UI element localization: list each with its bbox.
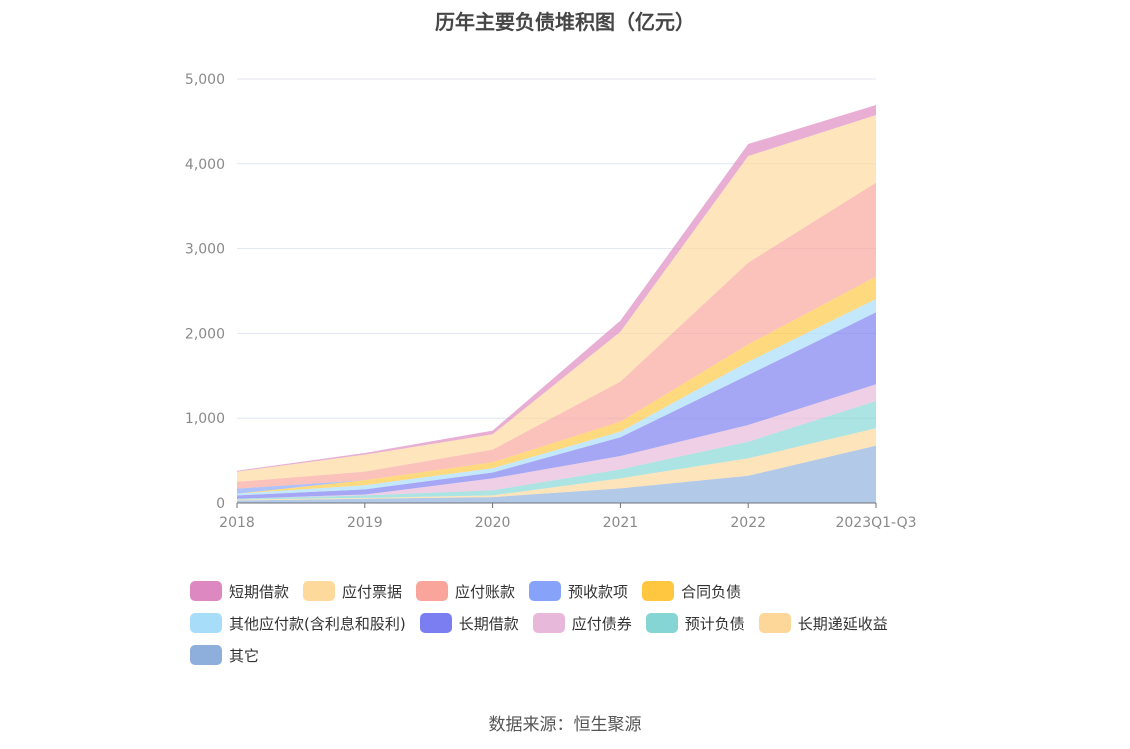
legend-swatch <box>190 613 222 633</box>
legend-label: 合同负债 <box>681 582 742 601</box>
area-预计负债 <box>237 400 876 500</box>
legend-swatch <box>416 581 449 601</box>
legend-swatch <box>532 613 565 633</box>
legend-item[interactable]: 应付票据 <box>303 580 402 602</box>
legend-item[interactable]: 短期借款 <box>190 580 289 602</box>
legend-item[interactable]: 应付账款 <box>416 580 515 602</box>
x-tick-label: 2019 <box>347 515 383 531</box>
area-其它 <box>237 445 876 503</box>
legend-item[interactable]: 应付债券 <box>532 612 632 634</box>
y-tick-label: 2,000 <box>185 326 225 342</box>
legend-label: 其它 <box>229 646 260 665</box>
legend-item[interactable]: 长期借款 <box>419 612 519 634</box>
legend-label: 预计负债 <box>684 614 745 633</box>
area-长期递延收益 <box>237 428 876 501</box>
legend-item[interactable]: 其它 <box>190 644 259 666</box>
legend-label: 其他应付款(含利息和股利) <box>229 614 406 633</box>
legend-swatch <box>529 581 562 601</box>
y-tick-label: 0 <box>216 496 225 512</box>
legend-label: 应付债券 <box>571 614 632 633</box>
area-应付票据 <box>237 115 876 482</box>
legend-label: 应付票据 <box>342 582 403 601</box>
data-source: 数据来源：恒生聚源 <box>488 715 642 735</box>
legend-label: 预收款项 <box>568 582 629 601</box>
area-短期借款 <box>237 105 876 472</box>
legend-swatch <box>303 581 336 601</box>
x-tick-label: 2020 <box>475 515 511 531</box>
legend-item[interactable]: 长期递延收益 <box>758 612 888 634</box>
x-tick-label: 2022 <box>730 515 766 531</box>
y-tick-label: 1,000 <box>185 411 225 427</box>
legend-swatch <box>190 645 222 665</box>
area-应付债券 <box>237 384 876 499</box>
plot-area: 0 1,000 2,000 3,000 4,000 5,000 2018 2019 2020 20… <box>185 72 917 531</box>
legend-swatch <box>190 581 222 601</box>
legend-item[interactable]: 预收款项 <box>529 580 628 602</box>
legend-swatch <box>758 613 791 633</box>
legend-item[interactable]: 预计负债 <box>645 612 745 634</box>
legend-label: 长期借款 <box>458 614 519 633</box>
x-tick-label: 2018 <box>219 515 255 531</box>
legend-item[interactable]: 其他应付款(含利息和股利) <box>190 612 406 634</box>
y-tick-label: 4,000 <box>185 157 225 173</box>
x-tick-label: 2021 <box>603 515 639 531</box>
legend-label: 应付账款 <box>455 582 516 601</box>
area-应付账款 <box>237 182 876 489</box>
legend-label: 短期借款 <box>229 582 290 601</box>
legend-swatch <box>419 613 452 633</box>
legend-item[interactable]: 合同负债 <box>642 580 741 602</box>
y-tick-label: 5,000 <box>185 72 225 88</box>
x-tick-label: 2023Q1-Q3 <box>835 515 916 531</box>
y-tick-label: 3,000 <box>185 242 225 258</box>
legend: 短期借款 应付票据 应付账款 预收款项 合同负债其他应付款(含利息和股利) 长期借款 应付债… <box>190 580 950 666</box>
legend-swatch <box>642 581 675 601</box>
chart-title: 历年主要负债堆积图（亿元） <box>435 10 695 34</box>
legend-swatch <box>645 613 678 633</box>
area-长期借款 <box>237 312 876 499</box>
legend-label: 长期递延收益 <box>797 614 888 633</box>
